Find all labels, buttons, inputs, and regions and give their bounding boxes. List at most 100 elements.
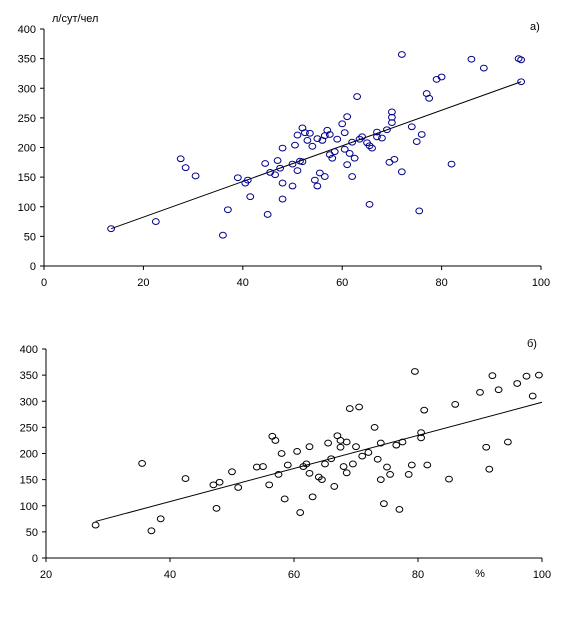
data-point [437, 73, 446, 81]
y-tick-label: 250 [18, 113, 36, 125]
data-point [333, 135, 342, 143]
data-point [156, 515, 165, 523]
x-tick-label: 60 [336, 277, 348, 289]
data-point [324, 439, 333, 447]
y-tick-label: 0 [30, 261, 36, 273]
data-point [380, 500, 388, 508]
data-point [305, 129, 314, 137]
data-point [181, 164, 190, 172]
x-tick-label: 40 [164, 569, 176, 581]
data-point [397, 51, 406, 58]
data-point [397, 168, 406, 176]
data-point [528, 392, 537, 400]
data-point [278, 195, 287, 203]
data-point [343, 161, 352, 169]
data-point [415, 207, 424, 215]
data-point [320, 173, 329, 180]
data-point [215, 478, 224, 486]
x-axis-label: % [475, 568, 485, 580]
data-point [278, 179, 287, 187]
data-point [467, 55, 476, 63]
data-point [398, 438, 407, 446]
data-point [288, 182, 297, 190]
data-point [278, 144, 287, 152]
data-point [191, 172, 200, 180]
data-point [138, 460, 147, 467]
data-point [476, 388, 484, 396]
y-axis-label: л/сут/чел [52, 13, 98, 25]
data-point [504, 438, 512, 446]
x-tick-label: 100 [532, 277, 550, 289]
data-point [388, 108, 396, 116]
y-tick-label: 150 [20, 475, 38, 487]
data-point [517, 78, 526, 86]
data-point [327, 455, 336, 463]
data-point [338, 120, 347, 128]
data-point [425, 94, 434, 102]
data-point [274, 471, 283, 478]
data-point [383, 126, 391, 134]
data-point [482, 443, 491, 451]
data-point [340, 145, 349, 153]
x-tick-label: 100 [533, 569, 551, 581]
y-tick-label: 300 [18, 83, 36, 95]
y-tick-label: 100 [18, 202, 36, 214]
y-tick-label: 350 [18, 54, 36, 66]
data-point [298, 158, 307, 166]
data-point [395, 506, 404, 513]
y-tick-label: 250 [20, 422, 38, 434]
x-tick-label: 60 [288, 569, 300, 581]
data-point [308, 493, 317, 501]
data-point [313, 182, 322, 190]
data-point [451, 400, 460, 408]
data-point [342, 469, 351, 477]
data-point [318, 476, 326, 484]
data-point [325, 131, 334, 138]
data-point [277, 450, 286, 457]
data-point [390, 155, 399, 163]
y-tick-label: 0 [32, 553, 38, 565]
data-point [271, 437, 280, 444]
trend-line [110, 81, 522, 230]
y-tick-label: 50 [24, 231, 36, 243]
data-point [385, 158, 394, 166]
data-point [305, 469, 314, 477]
x-tick-label: 20 [137, 277, 149, 289]
data-point [330, 483, 339, 490]
data-point [305, 443, 314, 451]
y-tick-label: 150 [18, 172, 36, 184]
data-point [273, 157, 282, 164]
x-tick-label: 0 [41, 277, 47, 289]
data-point [358, 133, 366, 141]
data-point [488, 372, 497, 380]
data-point [302, 460, 311, 468]
data-point [417, 429, 426, 437]
y-tick-label: 400 [18, 24, 36, 36]
data-point [234, 484, 243, 491]
data-point [365, 200, 374, 208]
data-point [293, 448, 302, 455]
data-point [310, 176, 319, 184]
data-point [423, 461, 432, 469]
data-point [308, 142, 317, 150]
data-point [107, 225, 115, 233]
y-tick-label: 50 [26, 527, 38, 539]
data-point [535, 371, 543, 379]
trend-line [95, 401, 543, 522]
data-point [246, 193, 255, 201]
data-point [243, 176, 252, 184]
data-point [350, 154, 359, 162]
data-point [348, 173, 357, 180]
data-point [301, 129, 309, 137]
data-point [340, 129, 349, 137]
y-tick-label: 350 [20, 370, 38, 382]
data-point [411, 368, 419, 375]
x-tick-label: 80 [412, 569, 424, 581]
data-point [378, 134, 386, 142]
data-point [485, 465, 494, 473]
data-point [352, 443, 360, 451]
data-point [265, 481, 274, 489]
data-point [315, 169, 324, 177]
data-point [407, 461, 416, 469]
data-point [412, 138, 421, 145]
